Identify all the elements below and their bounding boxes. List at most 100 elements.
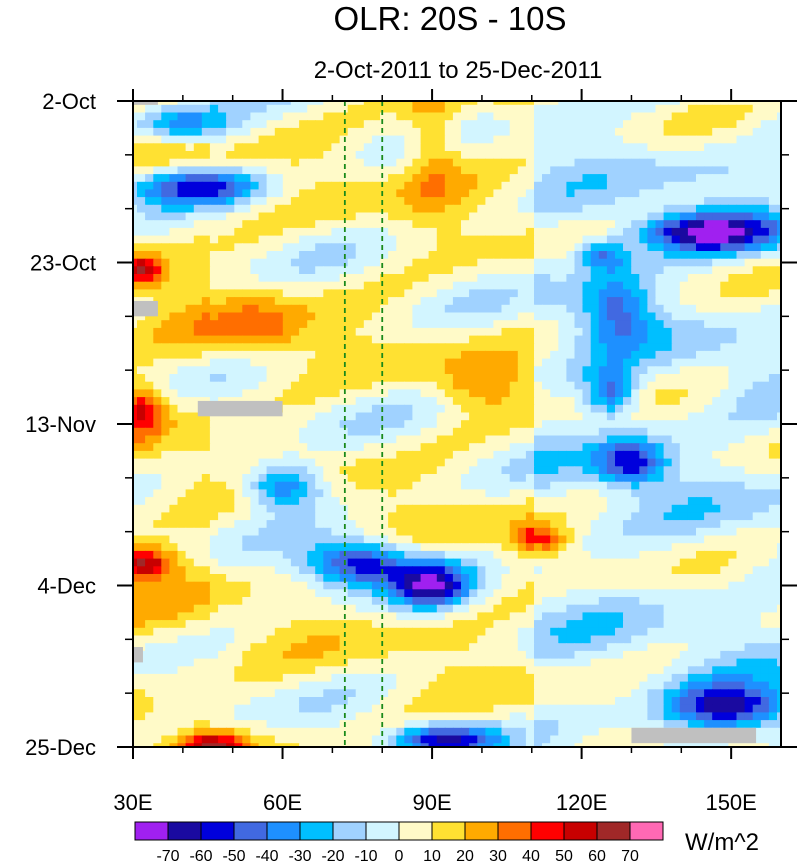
heatmap-cell bbox=[282, 389, 292, 398]
heatmap-cell bbox=[145, 450, 154, 460]
heatmap-cell bbox=[550, 227, 559, 237]
heatmap-cell bbox=[282, 243, 292, 252]
heatmap-cell bbox=[590, 227, 600, 237]
heatmap-cell bbox=[744, 512, 754, 521]
heatmap-cell bbox=[590, 204, 600, 214]
heatmap-cell bbox=[388, 174, 397, 183]
heatmap-cell bbox=[315, 101, 324, 106]
heatmap-cell bbox=[615, 350, 624, 360]
heatmap-cell bbox=[380, 427, 389, 437]
heatmap-cell bbox=[477, 420, 486, 429]
heatmap-cell bbox=[534, 474, 543, 483]
heatmap-cell bbox=[371, 127, 381, 137]
heatmap-cell bbox=[137, 227, 146, 237]
heatmap-cell bbox=[615, 220, 624, 229]
heatmap-cell bbox=[404, 158, 413, 167]
heatmap-cell bbox=[412, 104, 422, 114]
heatmap-cell bbox=[331, 435, 341, 444]
heatmap-cell bbox=[712, 489, 721, 498]
heatmap-cell bbox=[339, 481, 349, 490]
heatmap-cell bbox=[323, 251, 332, 260]
heatmap-cell bbox=[371, 297, 381, 306]
heatmap-cell bbox=[623, 381, 632, 390]
heatmap-cell bbox=[355, 258, 365, 267]
heatmap-cell bbox=[768, 489, 778, 498]
heatmap-cell bbox=[161, 535, 170, 544]
heatmap-cell bbox=[388, 450, 397, 460]
heatmap-cell bbox=[396, 435, 405, 444]
heatmap-cell bbox=[623, 435, 632, 444]
heatmap-cell bbox=[582, 335, 592, 344]
heatmap-cell bbox=[428, 543, 438, 552]
heatmap-cell bbox=[201, 174, 211, 183]
heatmap-cell bbox=[355, 304, 365, 314]
heatmap-cell bbox=[485, 143, 495, 152]
heatmap-cell bbox=[388, 104, 397, 114]
heatmap-cell bbox=[736, 450, 746, 460]
heatmap-cell bbox=[436, 535, 446, 544]
heatmap-cell bbox=[137, 481, 146, 490]
heatmap-cell bbox=[226, 166, 235, 175]
heatmap-cell bbox=[169, 512, 179, 521]
heatmap-cell bbox=[218, 166, 227, 175]
heatmap-cell bbox=[477, 427, 486, 437]
heatmap-cell bbox=[777, 404, 781, 414]
heatmap-cell bbox=[193, 420, 203, 429]
heatmap-cell bbox=[477, 335, 486, 344]
heatmap-cell bbox=[412, 535, 422, 544]
heatmap-cell bbox=[623, 320, 632, 329]
heatmap-cell bbox=[517, 343, 527, 352]
heatmap-cell bbox=[704, 235, 713, 244]
heatmap-cell bbox=[606, 412, 616, 421]
heatmap-cell bbox=[274, 366, 284, 375]
heatmap-cell bbox=[679, 474, 689, 483]
heatmap-cell bbox=[639, 181, 648, 191]
heatmap-cell bbox=[760, 550, 770, 560]
heatmap-cell bbox=[679, 404, 689, 414]
heatmap-cell bbox=[647, 127, 657, 137]
heatmap-cell bbox=[744, 104, 754, 114]
heatmap-cell bbox=[760, 450, 770, 460]
heatmap-cell bbox=[687, 389, 697, 398]
heatmap-cell bbox=[404, 258, 413, 267]
heatmap-cell bbox=[412, 435, 422, 444]
heatmap-cell bbox=[428, 335, 438, 344]
heatmap-cell bbox=[550, 550, 559, 560]
heatmap-cell bbox=[647, 120, 657, 129]
heatmap-cell bbox=[768, 366, 778, 375]
heatmap-cell bbox=[493, 101, 503, 106]
heatmap-cell bbox=[760, 512, 770, 521]
heatmap-cell bbox=[234, 450, 243, 460]
heatmap-cell bbox=[218, 312, 227, 321]
heatmap-cell bbox=[169, 420, 179, 429]
heatmap-cell bbox=[258, 135, 268, 144]
heatmap-cell bbox=[550, 289, 559, 298]
heatmap-cell bbox=[404, 212, 413, 221]
heatmap-cell bbox=[452, 174, 462, 183]
heatmap-cell bbox=[444, 527, 454, 537]
heatmap-cell bbox=[615, 243, 624, 252]
heatmap-cell bbox=[363, 251, 373, 260]
heatmap-cell bbox=[315, 120, 324, 129]
heatmap-cell bbox=[145, 543, 154, 552]
heatmap-cell bbox=[420, 274, 430, 283]
heatmap-cell bbox=[752, 527, 762, 537]
heatmap-cell bbox=[323, 281, 332, 290]
heatmap-cell bbox=[501, 535, 511, 544]
heatmap-cell bbox=[534, 297, 543, 306]
heatmap-cell bbox=[704, 297, 713, 306]
heatmap-cell bbox=[582, 235, 592, 244]
heatmap-cell bbox=[720, 127, 729, 137]
heatmap-cell bbox=[777, 212, 781, 221]
heatmap-cell bbox=[347, 443, 357, 452]
heatmap-cell bbox=[525, 127, 535, 137]
heatmap-cell bbox=[266, 374, 276, 383]
heatmap-cell bbox=[574, 143, 584, 152]
heatmap-cell bbox=[550, 350, 559, 360]
heatmap-cell bbox=[663, 174, 673, 183]
heatmap-cell bbox=[720, 497, 729, 506]
heatmap-cell bbox=[461, 251, 470, 260]
heatmap-cell bbox=[169, 366, 179, 375]
heatmap-cell bbox=[323, 143, 332, 152]
heatmap-cell bbox=[509, 504, 519, 514]
